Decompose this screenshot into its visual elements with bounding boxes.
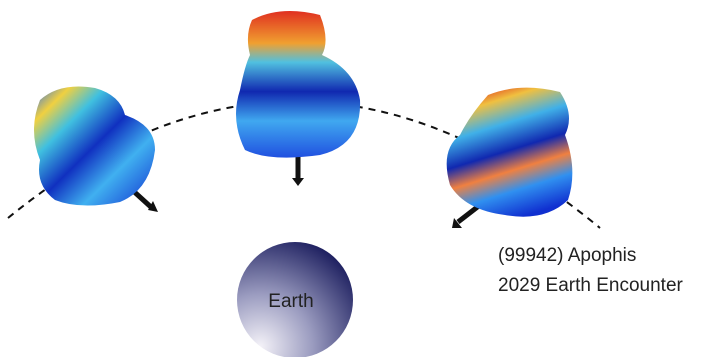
page: {"earth": {"label": "Earth"}, "caption":… — [0, 0, 726, 357]
asteroid-left — [34, 87, 158, 213]
asteroid-center — [236, 11, 360, 186]
caption-line: 2029 Earth Encounter — [498, 275, 684, 296]
asteroid-shape — [34, 87, 155, 206]
caption-line: (99942) Apophis — [498, 245, 636, 266]
arrow-head — [292, 178, 304, 186]
earth-label: Earth — [268, 291, 313, 312]
asteroid-shape — [236, 11, 360, 158]
illustration: Earth (99942) Apophis 2029 Earth Encount… — [0, 0, 726, 357]
asteroid-right — [447, 88, 573, 228]
asteroid-shape — [447, 88, 573, 217]
